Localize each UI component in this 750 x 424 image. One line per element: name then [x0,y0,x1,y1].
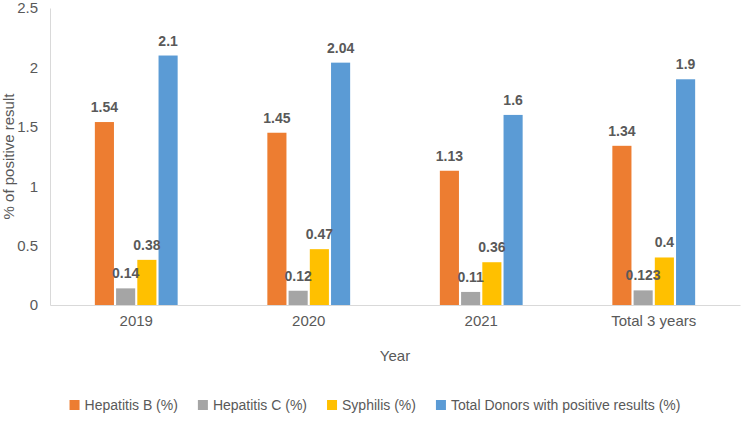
y-tick: 2 [30,59,50,76]
legend-label: Total Donors with positive results (%) [451,397,681,413]
x-tick: 2019 [120,305,153,329]
x-tick-label: Total 3 years [611,312,696,329]
y-tick-label: 1.5 [17,118,38,135]
data-label: 1.13 [436,148,463,164]
series [116,288,653,305]
bar [504,115,523,305]
data-label: 0.11 [457,269,484,285]
x-tick: Total 3 years [611,305,696,329]
y-tick-label: 0.5 [17,237,38,254]
bar [310,249,329,305]
legend-label: Hepatitis C (%) [213,397,307,413]
legend-item: Total Donors with positive results (%) [436,397,681,413]
bar [289,291,308,305]
x-axis-title: Year [380,347,410,364]
x-tick-label: 2020 [292,312,325,329]
data-label: 2.04 [327,40,354,56]
y-axis-title: % of positive result [0,93,17,220]
y-axis-line [50,9,51,306]
bar [159,56,178,305]
y-tick-label: 1 [30,178,38,195]
y-tick-label: 0 [30,296,38,313]
x-tick: 2020 [292,305,325,329]
x-tick: 2021 [465,305,498,329]
legend-item: Syphilis (%) [327,397,416,413]
legend-swatch [70,400,80,410]
data-label: 1.54 [91,99,118,115]
x-axis-line [51,305,741,306]
bar [461,292,480,305]
bar [440,171,459,305]
y-tick: 2.5 [17,0,50,16]
bar [634,290,653,305]
x-axis: 2019 2020 2021 Total 3 years [51,305,741,329]
y-tick-label: 2 [30,59,38,76]
legend-item: Hepatitis B (%) [70,397,178,413]
legend-item: Hepatitis C (%) [198,397,307,413]
data-label: 1.6 [503,92,523,108]
legend-label: Hepatitis B (%) [85,397,178,413]
x-tick-label: 2021 [465,312,498,329]
bar [676,79,695,305]
y-tick-label: 2.5 [17,0,38,16]
legend-swatch [436,400,446,410]
series [137,249,674,305]
plot: 0 0.5 1 1.5 2 2.5 2019 2020 2021 Total 3 years 1.5… [17,0,740,329]
data-label: 0.123 [626,267,661,283]
data-label: 1.34 [608,123,635,139]
data-label: 1.9 [676,56,696,72]
bar [116,288,135,305]
y-tick: 1.5 [17,118,50,135]
data-label: 1.45 [263,110,290,126]
x-tick-label: 2019 [120,312,153,329]
bar [331,63,350,305]
chart: 0 0.5 1 1.5 2 2.5 2019 2020 2021 Total 3 years 1.5… [0,0,750,424]
data-labels: 1.54 1.45 1.13 1.34 0.14 0.12 0.11 0.123 0.38 0.4… [91,33,696,285]
legend-swatch [198,400,208,410]
data-label: 0.47 [306,226,333,242]
bars [95,56,695,305]
bar [137,260,156,305]
data-label: 0.36 [478,239,505,255]
y-axis: 0 0.5 1 1.5 2 2.5 [17,0,50,313]
data-label: 0.4 [655,234,675,250]
data-label: 0.38 [133,237,160,253]
data-label: 0.14 [112,265,139,281]
y-tick: 0.5 [17,237,50,254]
y-tick: 0 [30,296,50,313]
data-label: 0.12 [285,268,312,284]
legend: Hepatitis B (%) Hepatitis C (%) Syphilis (… [70,397,681,413]
series [159,56,696,305]
legend-swatch [327,400,337,410]
legend-label: Syphilis (%) [342,397,416,413]
y-tick: 1 [30,178,50,195]
bar [482,262,501,305]
data-label: 2.1 [158,33,178,49]
